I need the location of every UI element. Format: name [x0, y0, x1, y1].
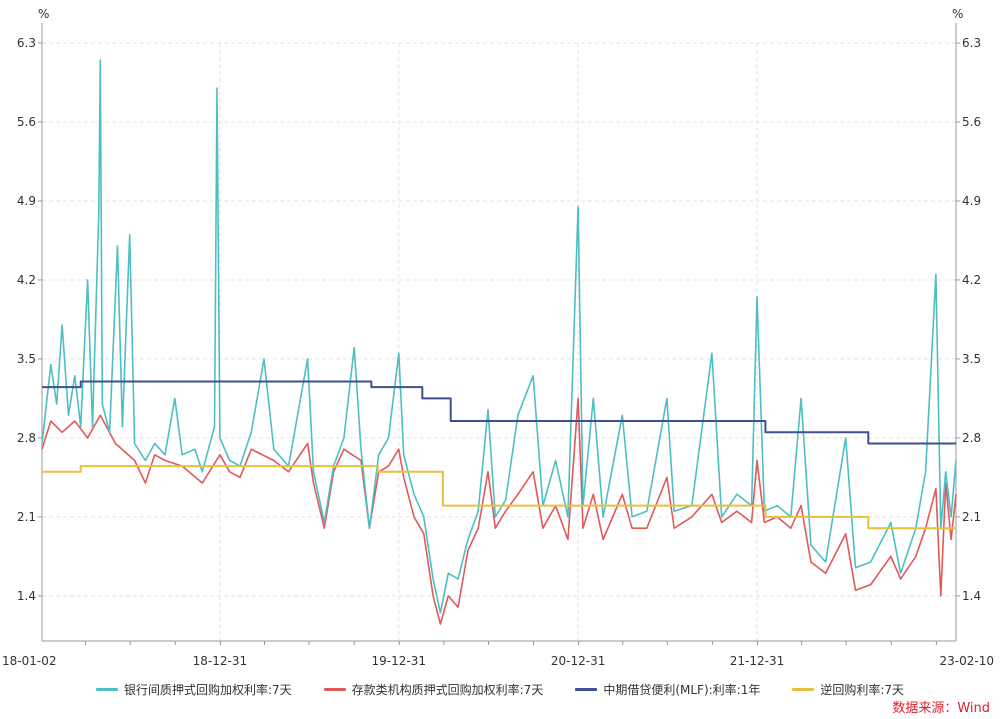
y-unit-right: %	[952, 7, 963, 21]
y-tick-label-right: 3.5	[962, 352, 981, 366]
y-tick-label-left: 2.1	[17, 510, 36, 524]
series-line-2	[42, 380, 956, 445]
x-tick-label: 19-12-31	[372, 654, 426, 668]
legend-label: 银行间质押式回购加权利率:7天	[123, 682, 292, 697]
y-tick-label-right: 2.1	[962, 510, 981, 524]
y-tick-label-left: 4.2	[17, 273, 36, 287]
legend-item: 逆回购利率:7天	[792, 681, 904, 698]
x-tick-label: 20-12-31	[551, 654, 605, 668]
y-tick-label-right: 4.2	[962, 273, 981, 287]
y-tick-label-left: 6.3	[17, 36, 36, 50]
y-tick-label-left: 5.6	[17, 115, 36, 129]
tick-labels: 6.3 6.3 5.6 5.6 4.9 4.9 4.2 4.2 3.5 3.5 2.8 2.8 2.1 2…	[2, 7, 994, 668]
series-line-1	[41, 397, 957, 625]
y-tick-label-left: 2.8	[17, 431, 36, 445]
legend-item: 中期借贷便利(MLF):利率:1年	[575, 681, 760, 698]
y-tick-label-right: 4.9	[962, 194, 981, 208]
y-tick-label-right: 6.3	[962, 36, 981, 50]
y-tick-label-left: 4.9	[17, 194, 36, 208]
legend-label: 中期借贷便利(MLF):利率:1年	[603, 682, 761, 697]
y-tick-label-right: 2.8	[962, 431, 981, 445]
series-line-0	[41, 59, 957, 614]
y-tick-label-right: 1.4	[962, 589, 981, 603]
chart-legend: 银行间质押式回购加权利率:7天 存款类机构质押式回购加权利率:7天 中期借贷便利(M…	[0, 679, 1000, 699]
x-tick-label: 23-02-10	[940, 654, 994, 668]
axes	[38, 23, 960, 645]
x-tick-label: 21-12-31	[730, 654, 784, 668]
y-tick-label-left: 3.5	[17, 352, 36, 366]
series-line-3	[42, 465, 956, 530]
x-tick-label: 18-01-02	[2, 654, 56, 668]
line-chart: 6.3 6.3 5.6 5.6 4.9 4.9 4.2 4.2 3.5 3.5 2.8 2.8 2.1 2…	[2, 7, 994, 668]
series-lines	[41, 59, 957, 625]
legend-swatch	[95, 687, 118, 691]
legend-swatch	[575, 687, 598, 691]
x-tick-label: 18-12-31	[193, 654, 247, 668]
legend-item: 银行间质押式回购加权利率:7天	[95, 681, 292, 698]
y-unit-left: %	[38, 7, 49, 21]
legend-label: 存款类机构质押式回购加权利率:7天	[351, 682, 544, 697]
y-tick-label-right: 5.6	[962, 115, 981, 129]
legend-swatch	[323, 687, 346, 691]
y-tick-label-left: 1.4	[17, 589, 36, 603]
grid-lines	[42, 42, 956, 641]
legend-label: 逆回购利率:7天	[820, 682, 905, 697]
legend-item: 存款类机构质押式回购加权利率:7天	[323, 681, 544, 698]
legend-swatch	[792, 687, 815, 691]
data-source-note: 数据来源：Wind	[892, 701, 990, 716]
